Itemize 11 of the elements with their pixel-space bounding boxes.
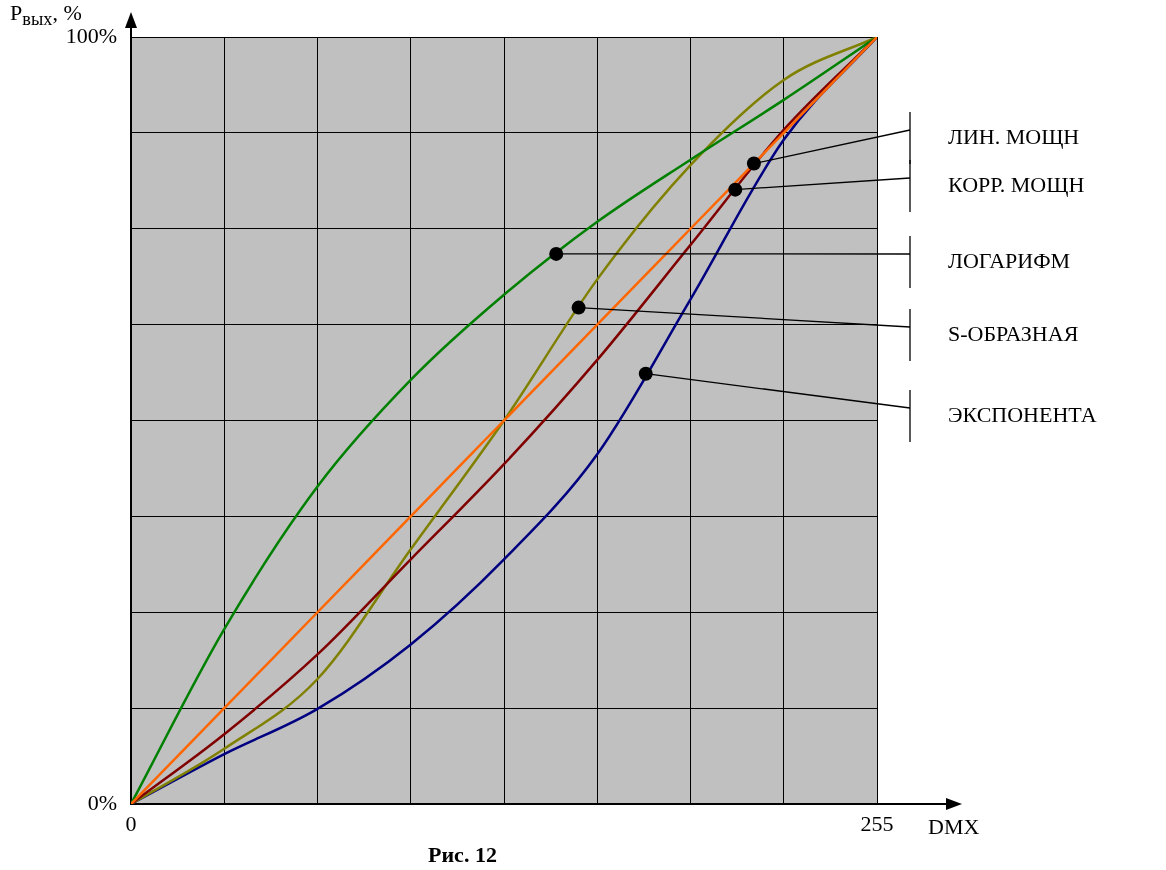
text: Рис. 12	[428, 842, 497, 868]
text: ЛИН. МОЩН	[948, 123, 1080, 149]
text: S-ОБРАЗНАЯ	[948, 320, 1079, 346]
text: ЭКСПОНЕНТА	[948, 401, 1097, 427]
line-series	[131, 37, 877, 804]
text: ЛОГАРИФМ	[948, 247, 1071, 273]
x-axis-title: DMX	[928, 814, 980, 840]
text: КОРР. МОЩН	[948, 171, 1085, 197]
x-tick-label: 255	[860, 810, 894, 836]
y-tick-label: 0%	[87, 789, 117, 815]
x-tick-label: 0	[125, 810, 137, 836]
